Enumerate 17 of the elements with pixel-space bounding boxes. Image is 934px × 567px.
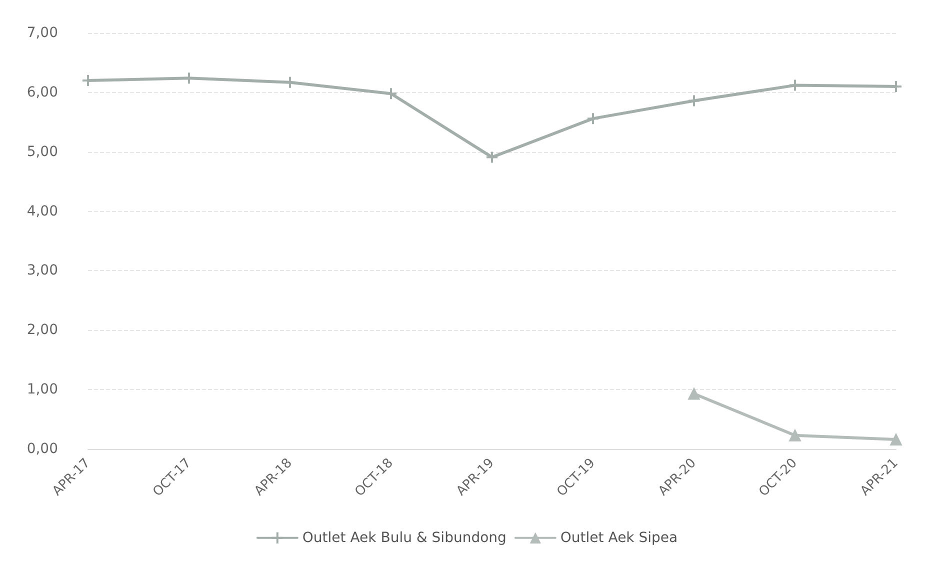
point bbox=[586, 112, 600, 126]
point bbox=[688, 388, 700, 400]
y-tick-label: 4,00 bbox=[26, 203, 58, 220]
point bbox=[890, 433, 902, 446]
y-tick-label: 1,00 bbox=[26, 382, 58, 398]
point bbox=[789, 429, 801, 442]
point bbox=[688, 94, 700, 108]
point bbox=[486, 150, 498, 164]
legend-label: Outlet Aek Bulu & Sibundong bbox=[302, 530, 506, 546]
y-tick-label: 5,00 bbox=[26, 144, 58, 160]
y-tick-label: 2,00 bbox=[26, 322, 58, 338]
y-tick-label: 6,00 bbox=[26, 84, 58, 100]
y-tick-label: 7,00 bbox=[26, 25, 58, 41]
y-tick-label: 3,00 bbox=[26, 262, 58, 279]
point bbox=[384, 87, 398, 100]
y-tick-label: 0,00 bbox=[26, 441, 58, 457]
legend-label: Outlet Aek Sipea bbox=[560, 530, 678, 546]
